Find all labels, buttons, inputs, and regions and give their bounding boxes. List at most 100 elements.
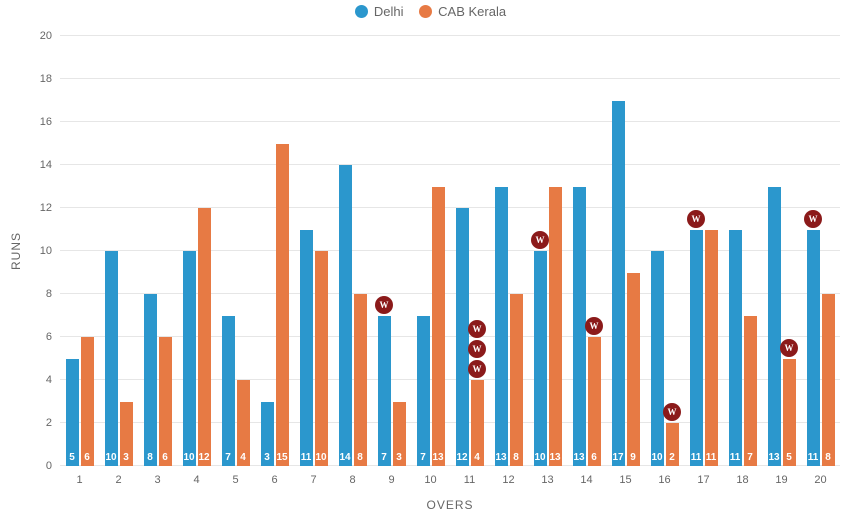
x-tick-label: 4 [193,466,199,486]
bar-cab-kerala[interactable]: 9 [627,273,640,467]
y-tick-label: 2 [46,417,60,429]
plot-area: 0246810121416182015621033864101257463157… [60,36,840,466]
bar-cab-kerala[interactable]: 6 [588,337,601,466]
bar-cab-kerala[interactable]: 11 [705,230,718,467]
bar-cab-kerala[interactable]: 8 [510,294,523,466]
gridline [60,465,840,466]
bar-cab-kerala[interactable]: 2 [666,423,679,466]
bar-value-label: 5 [69,452,75,463]
bar-cab-kerala[interactable]: 7 [744,316,757,467]
bar-cab-kerala[interactable]: 13 [549,187,562,467]
bar-delhi[interactable]: 7 [378,316,391,467]
wicket-marker: W [468,340,486,358]
legend-dot-cab-kerala [419,5,432,18]
bar-value-label: 13 [495,452,506,463]
bar-value-label: 11 [730,452,741,463]
legend-item-cab-kerala[interactable]: CAB Kerala [419,4,506,19]
bar-value-label: 3 [396,452,402,463]
bar-delhi[interactable]: 10 [183,251,196,466]
bar-cab-kerala[interactable]: 12 [198,208,211,466]
chart-legend: Delhi CAB Kerala [0,4,861,21]
wicket-marker: W [687,210,705,228]
bar-delhi[interactable]: 7 [417,316,430,467]
x-tick-label: 15 [619,466,631,486]
y-tick-label: 12 [40,202,60,214]
x-tick-label: 8 [349,466,355,486]
bar-value-label: 13 [768,452,779,463]
bar-delhi[interactable]: 13 [495,187,508,467]
bar-cab-kerala[interactable]: 13 [432,187,445,467]
gridline [60,78,840,79]
bar-delhi[interactable]: 8 [144,294,157,466]
bar-cab-kerala[interactable]: 3 [120,402,133,467]
bar-value-label: 15 [276,452,287,463]
bar-value-label: 7 [747,452,753,463]
bar-delhi[interactable]: 12 [456,208,469,466]
bar-value-label: 14 [339,452,350,463]
bar-cab-kerala[interactable]: 6 [81,337,94,466]
bar-delhi[interactable]: 11 [300,230,313,467]
bar-cab-kerala[interactable]: 10 [315,251,328,466]
bar-value-label: 8 [513,452,519,463]
bar-delhi[interactable]: 3 [261,402,274,467]
bar-cab-kerala[interactable]: 4 [237,380,250,466]
gridline [60,121,840,122]
bar-value-label: 10 [183,452,194,463]
bar-value-label: 8 [825,452,831,463]
bar-value-label: 2 [669,452,675,463]
bar-value-label: 5 [786,452,792,463]
bar-cab-kerala[interactable]: 8 [822,294,835,466]
x-tick-label: 3 [154,466,160,486]
gridline [60,164,840,165]
bar-value-label: 13 [432,452,443,463]
bar-delhi[interactable]: 10 [105,251,118,466]
legend-label-cab-kerala: CAB Kerala [438,4,506,19]
bar-value-label: 4 [240,452,246,463]
bar-cab-kerala[interactable]: 5 [783,359,796,467]
bar-cab-kerala[interactable]: 4 [471,380,484,466]
legend-item-delhi[interactable]: Delhi [355,4,404,19]
bar-value-label: 8 [147,452,153,463]
runs-per-over-chart: Delhi CAB Kerala RUNS 024681012141618201… [0,0,861,516]
bar-value-label: 6 [84,452,90,463]
x-tick-label: 12 [502,466,514,486]
bar-delhi[interactable]: 17 [612,101,625,467]
legend-label-delhi: Delhi [374,4,404,19]
x-tick-label: 7 [310,466,316,486]
x-tick-label: 2 [115,466,121,486]
bar-delhi[interactable]: 5 [66,359,79,467]
bar-delhi[interactable]: 13 [573,187,586,467]
bar-cab-kerala[interactable]: 3 [393,402,406,467]
bar-delhi[interactable]: 13 [768,187,781,467]
gridline [60,250,840,251]
y-tick-label: 10 [40,245,60,257]
x-tick-label: 10 [424,466,436,486]
bar-value-label: 9 [630,452,636,463]
bar-delhi[interactable]: 11 [807,230,820,467]
y-tick-label: 16 [40,116,60,128]
x-tick-label: 19 [775,466,787,486]
bar-value-label: 10 [105,452,116,463]
bar-cab-kerala[interactable]: 15 [276,144,289,467]
bar-value-label: 10 [651,452,662,463]
gridline [60,293,840,294]
x-tick-label: 13 [541,466,553,486]
bar-delhi[interactable]: 11 [690,230,703,467]
bar-value-label: 12 [198,452,209,463]
bar-delhi[interactable]: 10 [534,251,547,466]
bar-delhi[interactable]: 11 [729,230,742,467]
x-tick-label: 6 [271,466,277,486]
bar-delhi[interactable]: 14 [339,165,352,466]
y-tick-label: 18 [40,73,60,85]
bar-delhi[interactable]: 10 [651,251,664,466]
bar-value-label: 7 [420,452,426,463]
x-tick-label: 14 [580,466,592,486]
bar-value-label: 8 [357,452,363,463]
bar-delhi[interactable]: 7 [222,316,235,467]
y-tick-label: 14 [40,159,60,171]
x-tick-label: 20 [814,466,826,486]
wicket-marker: W [468,360,486,378]
y-tick-label: 20 [40,30,60,42]
bar-cab-kerala[interactable]: 8 [354,294,367,466]
bar-cab-kerala[interactable]: 6 [159,337,172,466]
